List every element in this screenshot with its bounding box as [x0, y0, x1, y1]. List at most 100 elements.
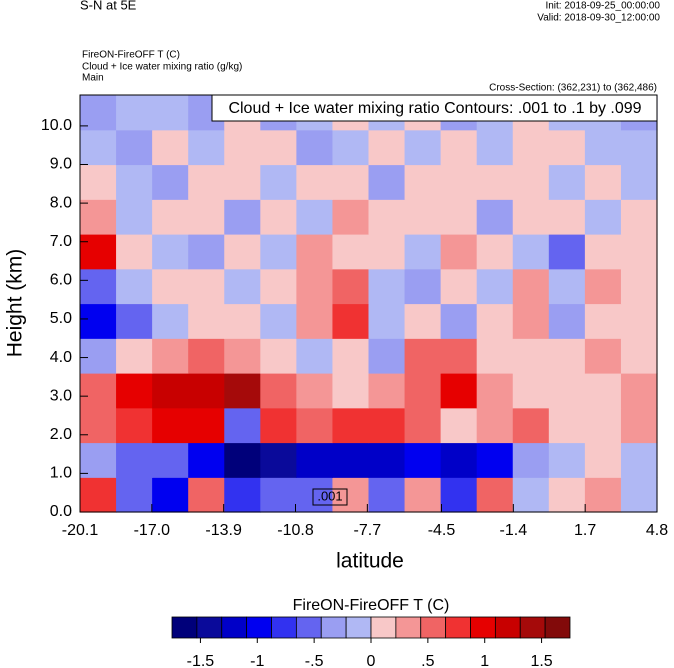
- field-cell: [296, 338, 334, 374]
- field-cell: [584, 338, 622, 374]
- field-cell: [548, 407, 586, 444]
- field-cell: [512, 268, 550, 305]
- field-cell: [116, 442, 153, 478]
- field-cell: [440, 164, 478, 200]
- field-cell: [476, 373, 514, 409]
- field-cell: [152, 164, 189, 200]
- field-cell: [80, 234, 117, 270]
- field-cell: [332, 442, 370, 478]
- field-cell: [152, 442, 189, 478]
- annotation-box: [211, 94, 658, 122]
- colorbar-box: [295, 616, 322, 639]
- y-tick-label: 6.0: [50, 272, 72, 289]
- field-cell: [440, 268, 478, 305]
- field-cell: [368, 234, 406, 270]
- y-tick-label: 7.0: [50, 233, 72, 250]
- field-cell: [512, 442, 550, 478]
- field-cell: [512, 477, 550, 513]
- colorbar-box: [246, 616, 272, 639]
- field-cell: [260, 442, 297, 478]
- field-cell: [476, 199, 514, 235]
- field-cell: [188, 268, 225, 305]
- field-cell: [188, 199, 225, 235]
- field-cell: [584, 199, 622, 235]
- x-tick-label: 4.8: [646, 522, 668, 539]
- x-tick-label: -10.8: [277, 522, 314, 539]
- field-cell: [404, 407, 442, 444]
- field-cell: [152, 234, 189, 270]
- plot-frame: [79, 94, 658, 513]
- contour-value-label: .001: [317, 488, 342, 503]
- field-cell: [440, 477, 478, 513]
- field: [80, 95, 658, 513]
- field-cell: [512, 338, 550, 374]
- field-cell: [152, 95, 189, 131]
- x-tick-label: -7.7: [354, 522, 382, 539]
- colorbar-tick-label: 1.5: [530, 653, 552, 668]
- field-cell: [80, 338, 117, 374]
- field-cell: [260, 338, 297, 374]
- field-cell: [584, 303, 622, 339]
- field-cell: [368, 407, 406, 444]
- field-cell: [368, 164, 406, 200]
- field-cell: [332, 407, 370, 444]
- field-cell: [404, 303, 442, 339]
- field-cell: [548, 268, 586, 305]
- field-cell: [512, 373, 550, 409]
- field-cell: [440, 199, 478, 235]
- field-cell: [548, 234, 586, 270]
- field-cell: [116, 407, 153, 444]
- field-cell: [584, 407, 622, 444]
- field-cell: [440, 338, 478, 374]
- colorbar-box: [221, 616, 248, 639]
- field-cell: [260, 199, 297, 235]
- field-cell: [296, 373, 334, 409]
- field-cell: [80, 199, 117, 235]
- field-cell: [404, 477, 442, 513]
- field-cell: [404, 164, 442, 200]
- colorbar-box: [494, 616, 521, 639]
- cross-section: Cross-Section: (362,231) to (362,486): [489, 83, 657, 94]
- field-cell: [152, 373, 189, 409]
- field-cell: [476, 477, 514, 513]
- colorbar-tick-label: 0: [367, 653, 376, 668]
- field-cell: [296, 199, 334, 235]
- field-cell: [188, 338, 225, 374]
- field-cell: [260, 164, 297, 200]
- field-cell: [116, 338, 153, 374]
- field-cell: [116, 477, 153, 513]
- x-tick-label: -17.0: [134, 522, 171, 539]
- field-cell: [584, 164, 622, 200]
- field-cell: [476, 268, 514, 305]
- x-axis-title: latitude: [336, 550, 404, 573]
- field-cell: [404, 268, 442, 305]
- field-cell: [296, 407, 334, 444]
- field-cell: [440, 442, 478, 478]
- field-cell: [296, 164, 334, 200]
- field-cell: [548, 338, 586, 374]
- field-cell: [116, 373, 153, 409]
- field-cell: [224, 373, 261, 409]
- colorbar-box: [470, 616, 496, 639]
- field-cell: [620, 129, 658, 166]
- field-cell: [440, 407, 478, 444]
- colorbar-tick-label: -1.5: [187, 653, 215, 668]
- field-cell: [224, 442, 261, 478]
- colorbar-box: [445, 616, 471, 639]
- field-cell: [620, 164, 658, 200]
- field-cell: [548, 303, 586, 339]
- field-cell: [440, 234, 478, 270]
- field-cell: [584, 129, 622, 166]
- colorbar-box: [395, 616, 422, 639]
- field-cell: [512, 234, 550, 270]
- field-cell: [116, 303, 153, 339]
- field-cell: [368, 268, 406, 305]
- field-cell: [296, 234, 334, 270]
- field-cell: [80, 164, 117, 200]
- y-axis-title: Height (km): [4, 249, 27, 358]
- field-cell: [224, 129, 261, 166]
- colorbar-box: [320, 616, 347, 639]
- field-cell: [188, 129, 225, 166]
- field-cell: [80, 95, 117, 131]
- field-cell: [476, 303, 514, 339]
